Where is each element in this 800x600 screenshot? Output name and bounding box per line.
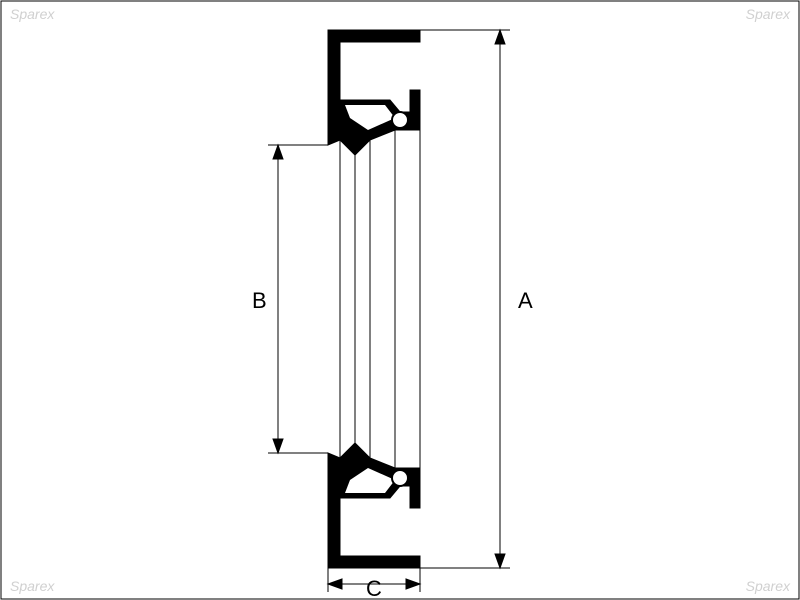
- construction-lines: [340, 130, 420, 468]
- label-b: B: [252, 288, 267, 314]
- top-seal-profile: [328, 30, 420, 155]
- dimension-b: [268, 145, 328, 453]
- dimension-a: [420, 30, 510, 568]
- border: [1, 1, 799, 599]
- label-a: A: [518, 288, 533, 314]
- bottom-seal-profile: [328, 443, 420, 568]
- seal-cross-section-diagram: [0, 0, 800, 600]
- label-c: C: [366, 576, 382, 600]
